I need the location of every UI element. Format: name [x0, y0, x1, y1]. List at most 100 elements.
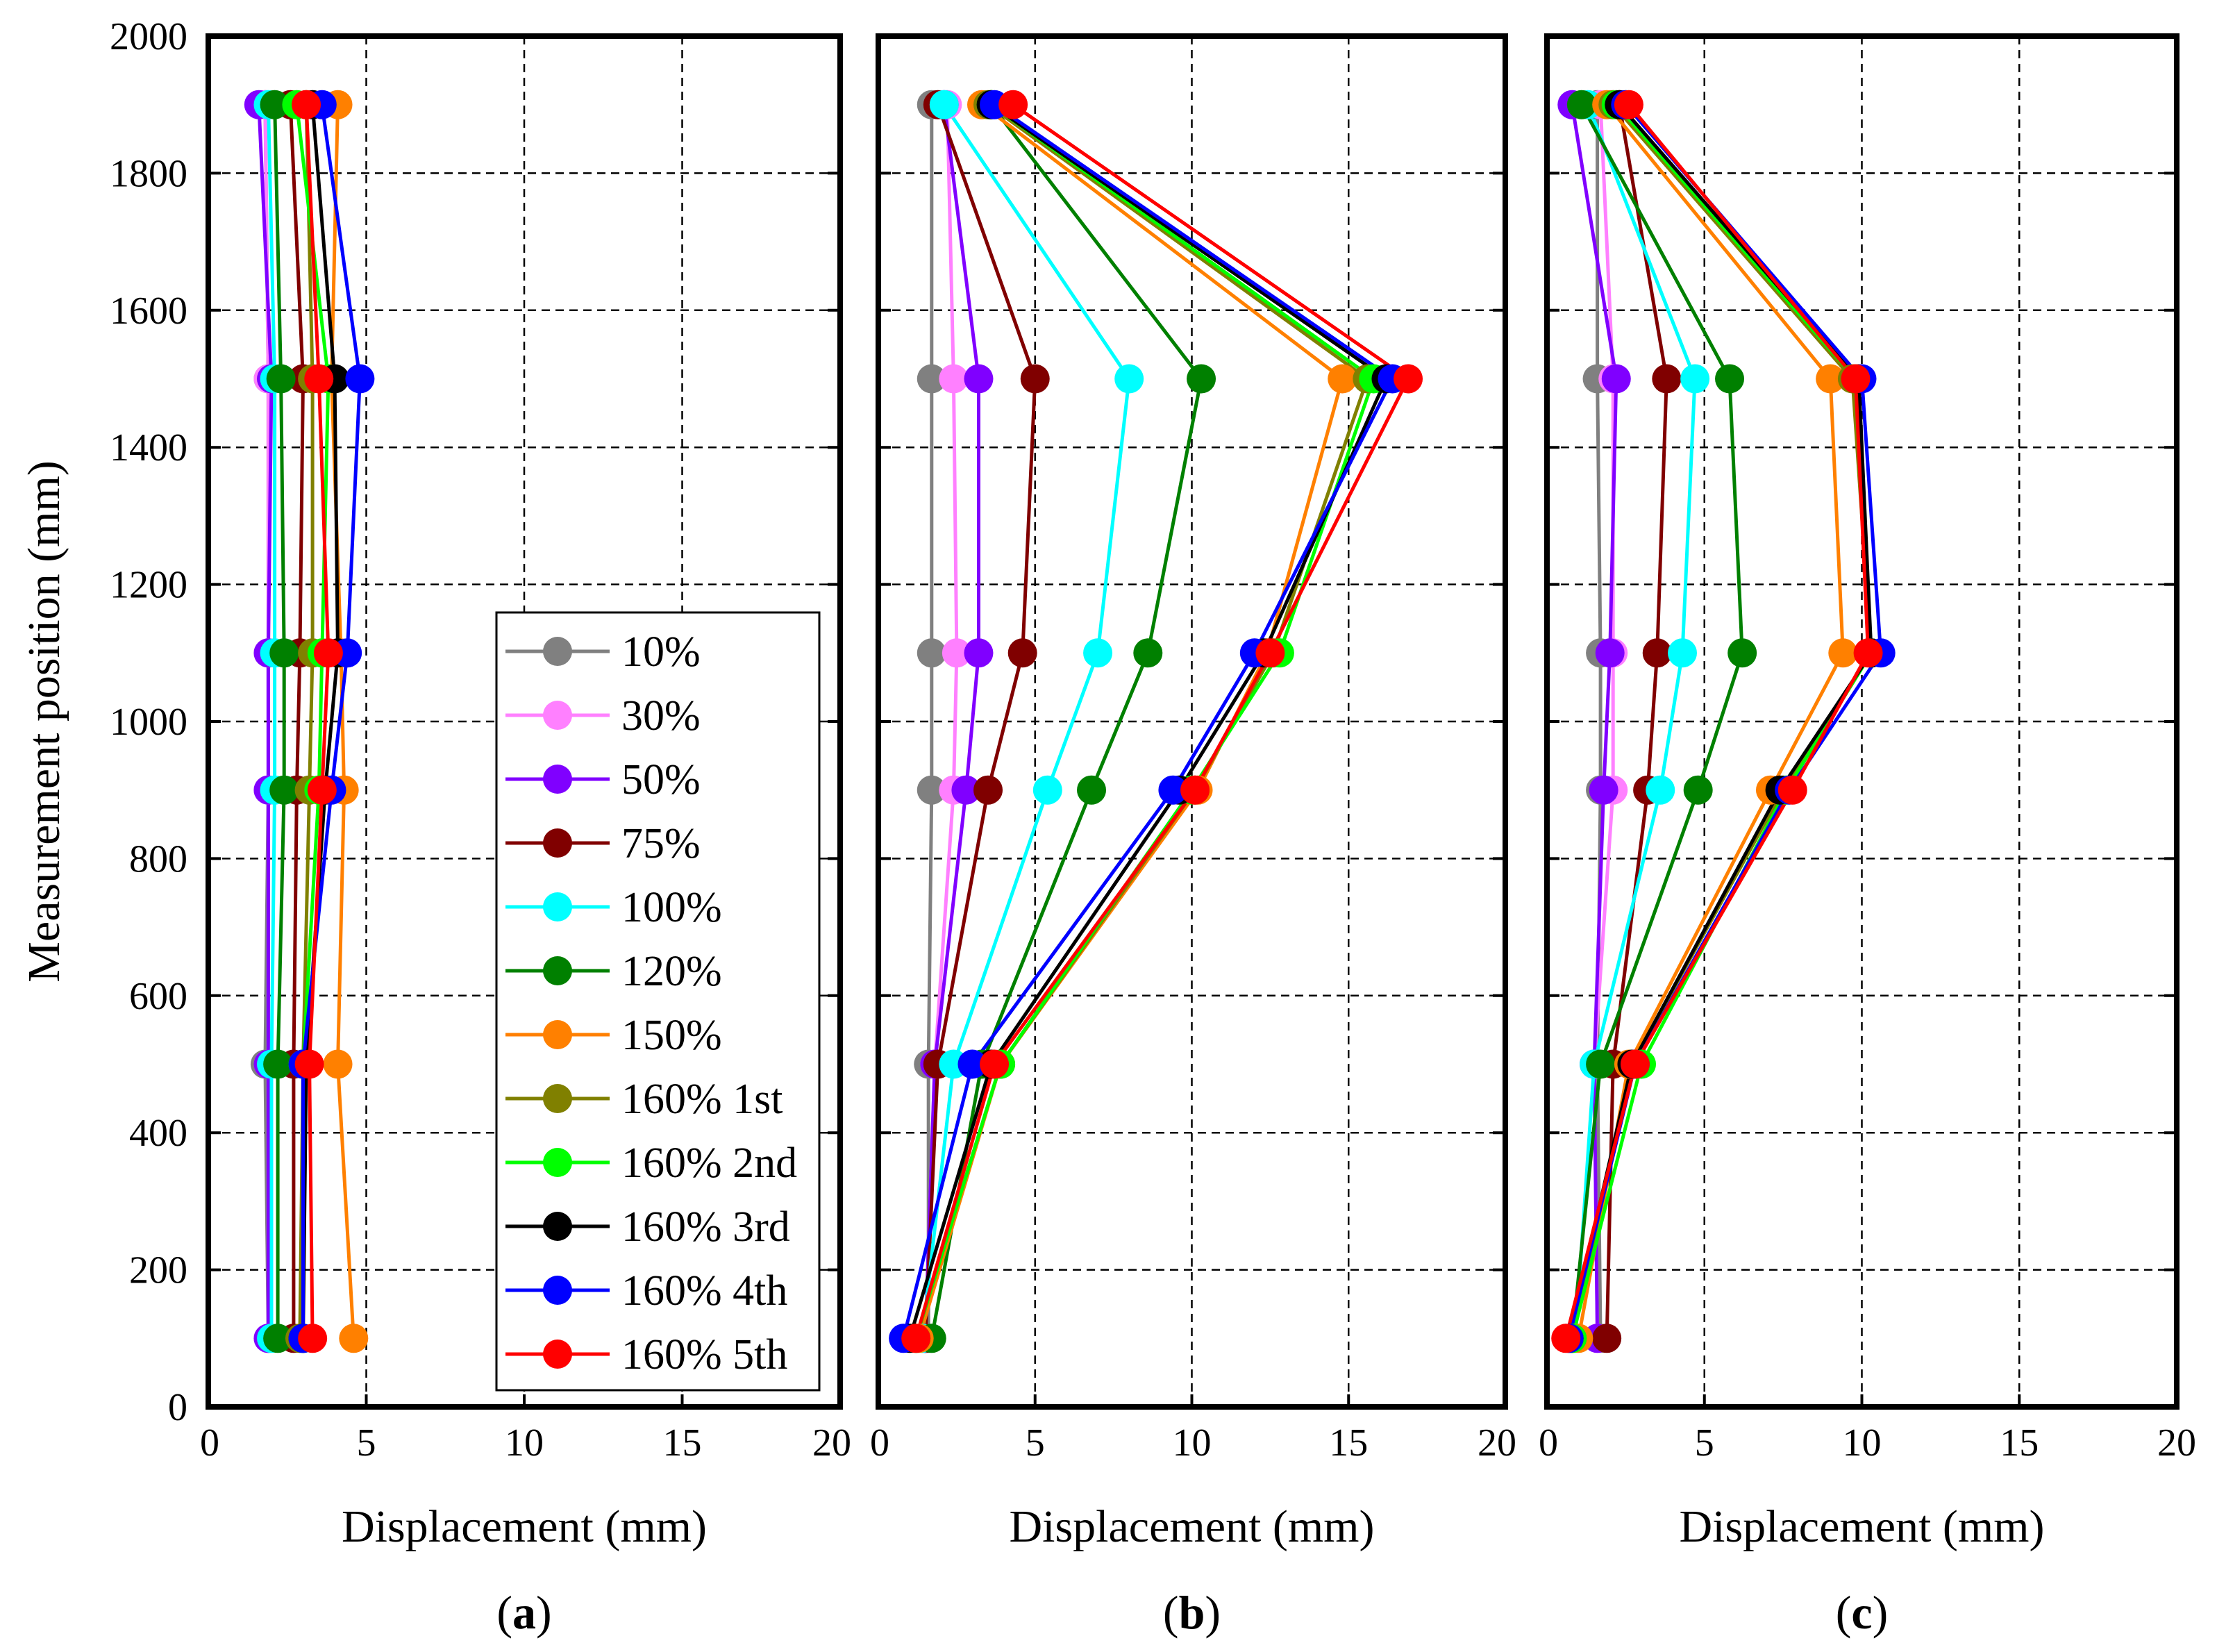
data-point: [1816, 364, 1846, 394]
legend-marker: [543, 1212, 572, 1241]
legend-item: 160% 2nd: [505, 1140, 797, 1187]
series-line-12: [304, 104, 331, 1339]
legend-label: 10%: [621, 628, 701, 676]
data-point: [345, 364, 375, 394]
series-line-10: [907, 103, 1388, 1340]
legend-label: 150%: [621, 1012, 722, 1059]
legend-marker: [543, 1276, 572, 1305]
panel-letter: b: [1179, 1586, 1205, 1639]
legend-marker: [543, 1084, 572, 1113]
series-line-11: [1567, 103, 1883, 1339]
data-point: [298, 1324, 328, 1353]
x-tick-label: 15: [2000, 1421, 2039, 1465]
panel-letter: c: [1851, 1586, 1872, 1639]
data-point: [1646, 775, 1675, 805]
y-tick-label: 0: [168, 1386, 187, 1429]
series-line-5: [1573, 103, 1697, 1339]
data-point: [1158, 775, 1188, 805]
y-tick-label: 1400: [110, 426, 187, 469]
series-line-5: [266, 104, 277, 1339]
legend-marker: [543, 637, 572, 666]
series-line-3: [923, 104, 980, 1339]
series-line-11: [901, 103, 1394, 1339]
data-point: [339, 1324, 369, 1353]
y-tick-label: 400: [129, 1112, 187, 1155]
data-point: [1255, 638, 1285, 668]
data-point: [901, 1324, 931, 1353]
legend-label: 75%: [621, 820, 701, 867]
legend-label: 50%: [621, 756, 701, 803]
data-point: [266, 364, 296, 394]
data-point: [1551, 1324, 1581, 1353]
data-point: [957, 1049, 987, 1079]
y-tick-label: 600: [129, 975, 187, 1018]
data-point: [917, 638, 946, 668]
data-point: [1668, 638, 1698, 668]
data-point: [1077, 775, 1107, 805]
legend-label: 30%: [621, 692, 701, 740]
data-point: [1180, 775, 1210, 805]
legend-item: 150%: [505, 1012, 722, 1059]
series-line-4: [288, 104, 305, 1339]
data-point: [307, 775, 337, 805]
panel-a: 0 5 10 15 2002004006008001000120014001600180…: [19, 15, 851, 1639]
legend-marker: [543, 892, 572, 921]
panel-label: (b): [1163, 1586, 1221, 1639]
legend-label: 120%: [621, 948, 722, 995]
legend-label: 160% 4th: [621, 1267, 787, 1315]
data-point: [313, 638, 343, 668]
legend-marker: [543, 956, 572, 985]
data-point: [1114, 364, 1144, 394]
data-point: [1020, 364, 1050, 394]
panel-label: (c): [1836, 1586, 1889, 1639]
legend-label: 160% 5th: [621, 1331, 787, 1378]
data-point: [1614, 90, 1643, 119]
y-tick-label: 200: [129, 1249, 187, 1292]
plot-frame: [206, 33, 843, 1410]
data-point: [929, 90, 959, 119]
series-line-12: [914, 103, 1410, 1339]
data-point: [1187, 364, 1216, 394]
data-point: [1032, 775, 1062, 805]
x-tick-label: 10: [505, 1421, 544, 1465]
series-line-4: [923, 103, 1037, 1339]
data-point: [964, 364, 994, 394]
data-point: [263, 1324, 293, 1353]
data-point: [917, 364, 946, 394]
data-point: [1620, 1049, 1650, 1079]
series-line-12: [1564, 103, 1871, 1339]
panel-label: (a): [496, 1586, 551, 1639]
x-tick-label: 0: [1539, 1421, 1558, 1465]
data-point: [1083, 638, 1113, 668]
legend-marker: [543, 701, 572, 730]
series-line-9: [914, 103, 1375, 1340]
legend-item: 160% 5th: [505, 1331, 787, 1378]
data-point: [294, 1049, 324, 1079]
plot-frame: [1544, 33, 2180, 1410]
x-tick-label: 10: [1843, 1421, 1882, 1465]
series-line-1: [1596, 104, 1603, 1339]
x-tick-label: 5: [1695, 1421, 1714, 1465]
data-point: [1586, 1049, 1616, 1079]
x-tick-label: 0: [870, 1421, 889, 1465]
data-point: [1394, 364, 1423, 394]
y-tick-label: 800: [129, 837, 187, 881]
data-point: [1133, 638, 1163, 668]
series-line-10: [301, 104, 340, 1339]
legend-marker: [543, 1148, 572, 1177]
x-tick-label: 20: [2157, 1421, 2196, 1465]
x-tick-label: 5: [357, 1421, 376, 1465]
y-tick-label: 1200: [110, 564, 187, 607]
data-point: [1566, 90, 1596, 119]
legend-label: 100%: [621, 884, 722, 931]
x-tick-label: 5: [1026, 1421, 1045, 1465]
series-line-1: [926, 104, 934, 1339]
legend-marker: [543, 828, 572, 858]
legend-marker: [543, 765, 572, 794]
data-point: [323, 1049, 353, 1079]
data-point: [1777, 775, 1807, 805]
y-axis-title: Measurement position (mm): [19, 460, 69, 983]
x-tick-label: 15: [1329, 1421, 1368, 1465]
data-point: [917, 775, 946, 805]
